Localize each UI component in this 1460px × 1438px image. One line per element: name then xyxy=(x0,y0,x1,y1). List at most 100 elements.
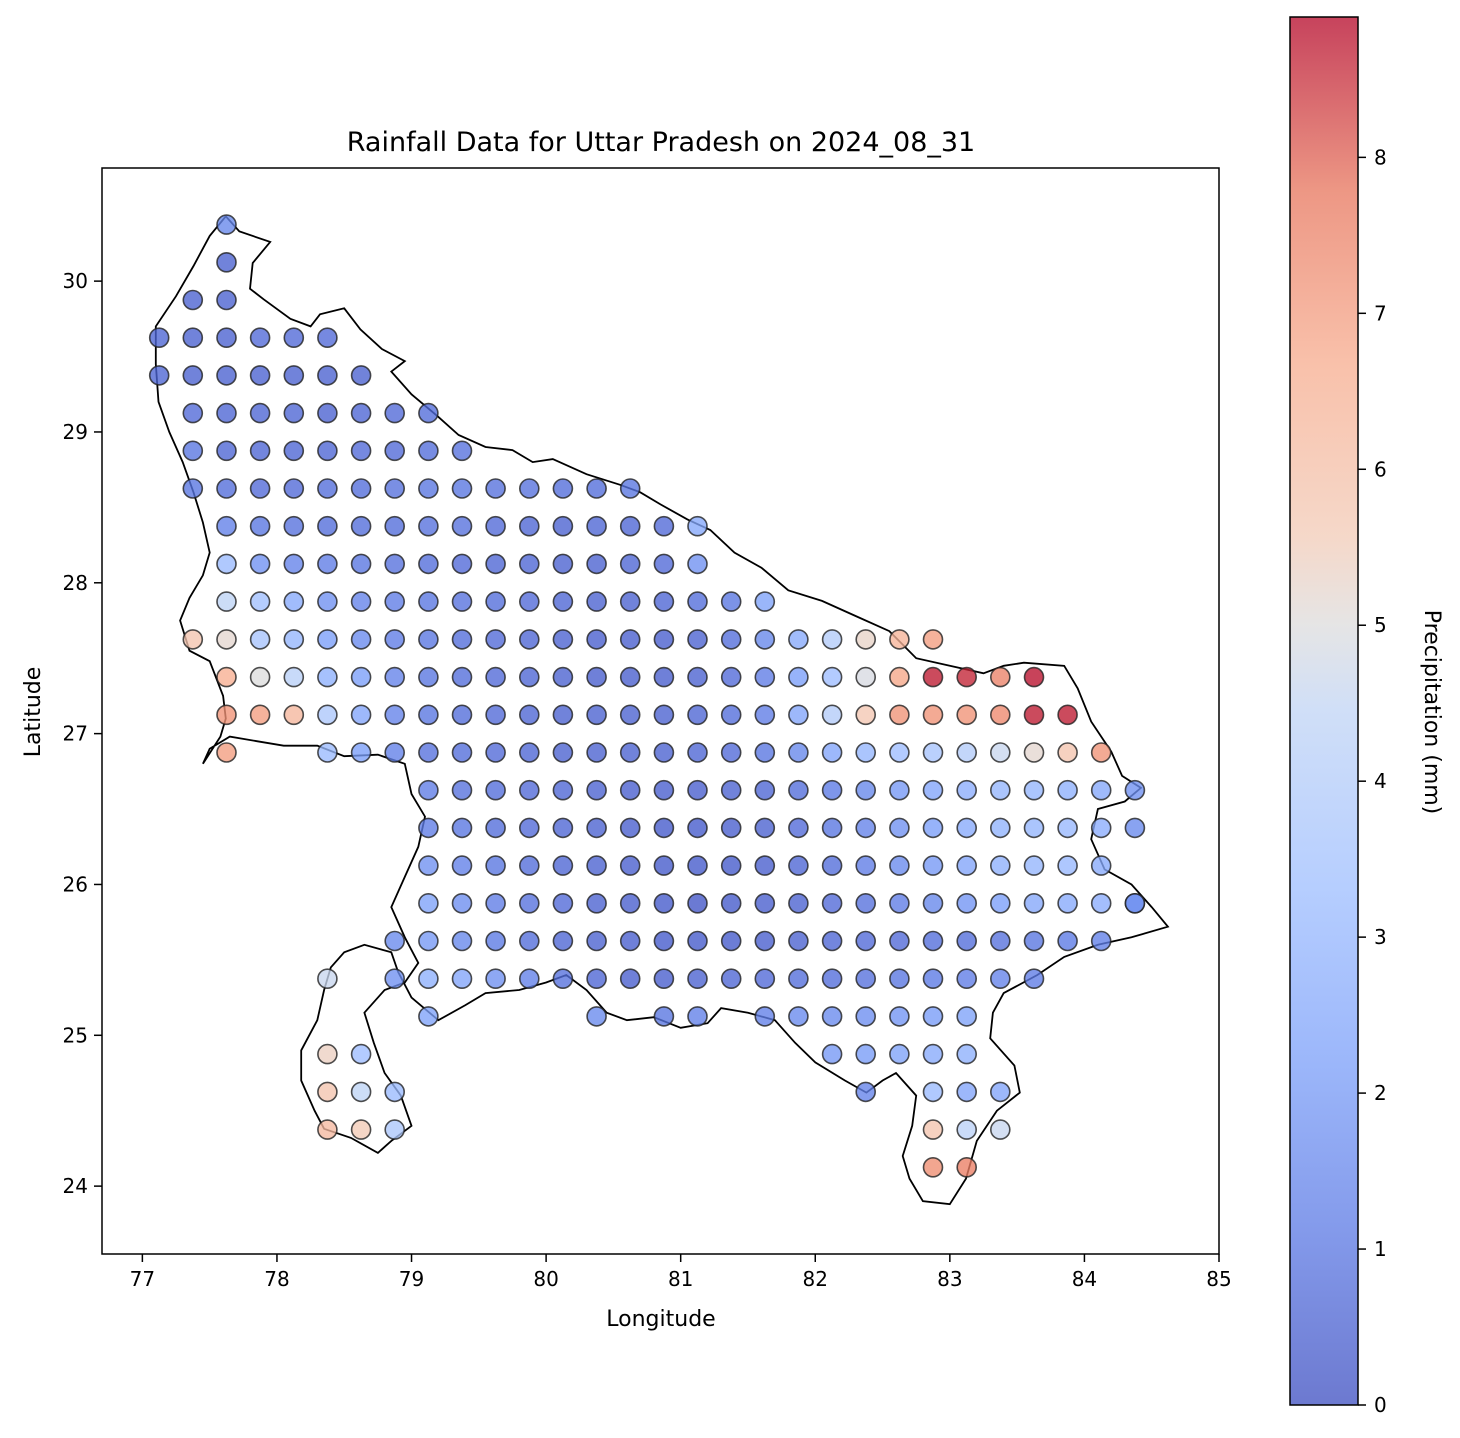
rainfall-point xyxy=(518,892,540,914)
rainfall-point xyxy=(855,779,877,801)
rainfall-point xyxy=(518,968,540,990)
rainfall-point xyxy=(586,779,607,801)
rainfall-point xyxy=(922,666,944,688)
rainfall-point xyxy=(788,817,809,839)
rainfall-point xyxy=(216,591,237,612)
rainfall-point xyxy=(687,930,708,952)
rainfall-point xyxy=(485,892,506,914)
rainfall-point xyxy=(384,629,406,650)
rainfall-point xyxy=(586,968,607,990)
rainfall-point xyxy=(451,968,473,990)
rainfall-point xyxy=(619,515,641,537)
rainfall-point xyxy=(1023,666,1045,688)
rainfall-point xyxy=(283,591,305,612)
rainfall-point xyxy=(485,779,506,801)
rainfall-point xyxy=(384,440,406,462)
rainfall-point xyxy=(889,892,910,914)
rainfall-point xyxy=(687,742,708,763)
rainfall-point xyxy=(1057,704,1078,726)
rainfall-point xyxy=(418,402,439,424)
rainfall-point xyxy=(350,1119,372,1140)
rainfall-point xyxy=(317,402,338,424)
rainfall-point xyxy=(687,1006,708,1027)
rainfall-point xyxy=(653,553,675,575)
rainfall-point xyxy=(283,629,305,650)
rainfall-point xyxy=(889,704,910,726)
rainfall-point xyxy=(451,515,473,537)
x-tick-label: 77 xyxy=(130,1267,155,1291)
rainfall-point xyxy=(619,704,641,726)
rainfall-point xyxy=(922,1081,944,1103)
rainfall-point xyxy=(182,629,204,650)
rainfall-point xyxy=(586,515,607,537)
rainfall-point xyxy=(283,666,305,688)
rainfall-point xyxy=(418,892,439,914)
rainfall-point xyxy=(552,817,574,839)
rainfall-point xyxy=(1023,968,1045,990)
rainfall-point xyxy=(956,930,978,952)
rainfall-point xyxy=(552,742,574,763)
rainfall-point xyxy=(518,779,540,801)
rainfall-point xyxy=(384,1119,406,1140)
rainfall-point xyxy=(586,478,607,499)
rainfall-point xyxy=(586,742,607,763)
rainfall-point xyxy=(687,779,708,801)
rainfall-point xyxy=(720,892,742,914)
rainfall-point xyxy=(720,968,742,990)
rainfall-point xyxy=(350,666,372,688)
rainfall-point xyxy=(788,629,809,650)
rainfall-point xyxy=(350,553,372,575)
rainfall-point xyxy=(855,1006,877,1027)
rainfall-point xyxy=(350,515,372,537)
rainfall-point xyxy=(418,440,439,462)
rainfall-point xyxy=(653,855,675,876)
rainfall-point xyxy=(687,591,708,612)
colorbar-tick-label: 2 xyxy=(1374,1081,1387,1105)
colorbar-gradient xyxy=(1290,17,1358,1405)
rainfall-point xyxy=(619,930,641,952)
rainfall-point xyxy=(1090,930,1112,952)
rainfall-point xyxy=(653,742,675,763)
rainfall-point xyxy=(317,742,338,763)
rainfall-point xyxy=(182,327,204,349)
rainfall-point xyxy=(1057,855,1078,876)
y-axis-label: Latitude xyxy=(21,667,46,758)
rainfall-point xyxy=(451,779,473,801)
rainfall-point xyxy=(216,327,237,349)
rainfall-point xyxy=(754,704,776,726)
rainfall-point xyxy=(821,629,843,650)
rainfall-point xyxy=(821,817,843,839)
colorbar-tick-label: 7 xyxy=(1374,301,1387,325)
rainfall-point xyxy=(653,591,675,612)
rainfall-point xyxy=(889,968,910,990)
rainfall-point xyxy=(384,968,406,990)
y-axis-ticks: 24 25 26 27 28 29 30 xyxy=(63,269,102,1198)
rainfall-point xyxy=(788,930,809,952)
rainfall-point xyxy=(788,666,809,688)
rainfall-point xyxy=(317,440,338,462)
rainfall-point xyxy=(855,629,877,650)
rainfall-point xyxy=(1090,779,1112,801)
x-tick-label: 79 xyxy=(399,1267,424,1291)
rainfall-point xyxy=(720,666,742,688)
rainfall-point xyxy=(350,629,372,650)
rainfall-point xyxy=(216,742,237,763)
rainfall-point xyxy=(485,817,506,839)
rainfall-point xyxy=(821,666,843,688)
rainfall-point xyxy=(552,666,574,688)
rainfall-point xyxy=(720,629,742,650)
rainfall-point xyxy=(485,742,506,763)
rainfall-point xyxy=(518,515,540,537)
rainfall-point xyxy=(1057,742,1078,763)
x-axis-label: Longitude xyxy=(606,1307,715,1332)
rainfall-point xyxy=(922,1119,944,1140)
rainfall-point xyxy=(283,478,305,499)
rainfall-point xyxy=(418,666,439,688)
rainfall-point xyxy=(350,742,372,763)
x-tick-label: 78 xyxy=(264,1267,289,1291)
rainfall-point xyxy=(451,440,473,462)
rainfall-point xyxy=(754,855,776,876)
rainfall-point xyxy=(451,591,473,612)
rainfall-point xyxy=(956,1043,978,1065)
rainfall-point xyxy=(249,365,271,386)
